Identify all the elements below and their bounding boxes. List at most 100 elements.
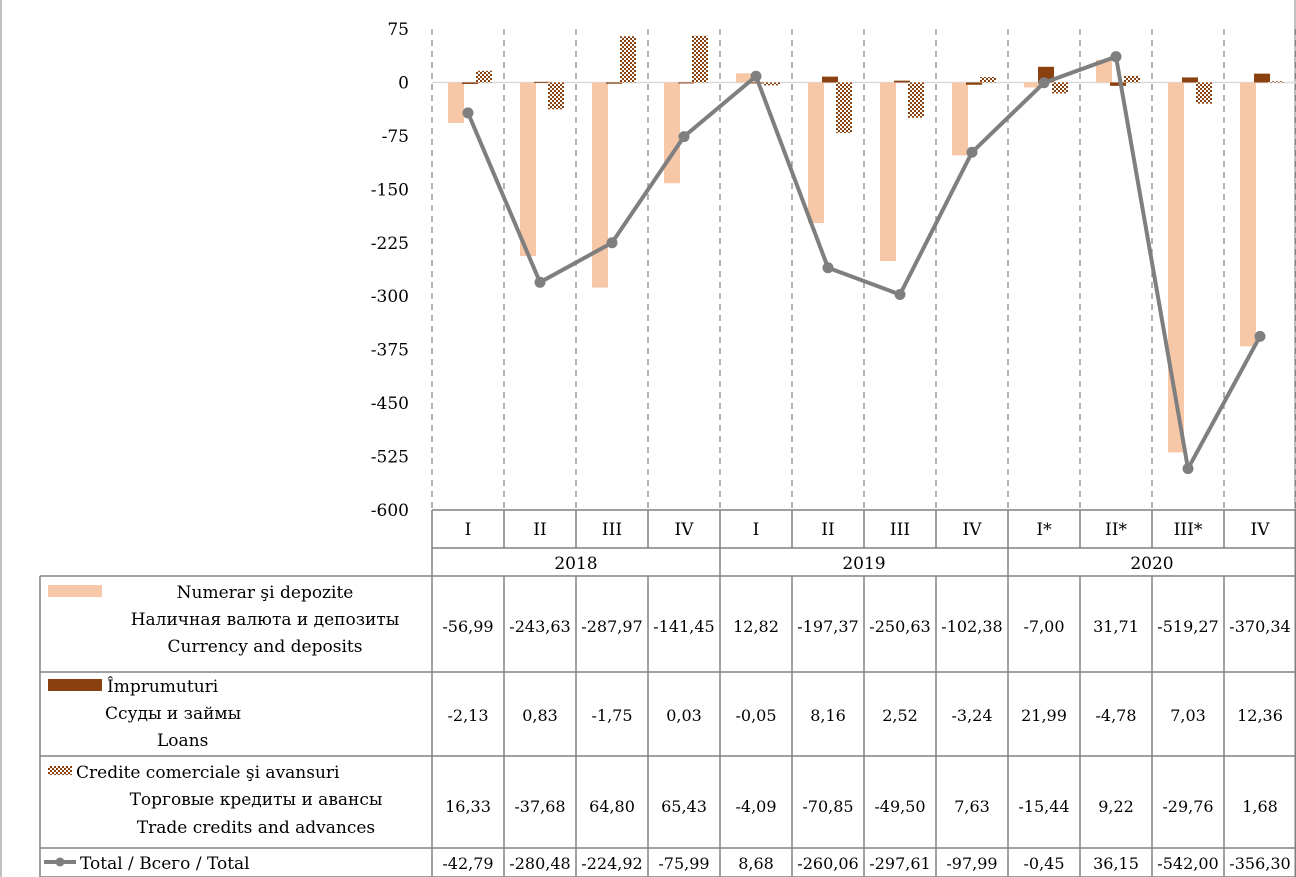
data-cell-currency: 31,71 bbox=[1093, 617, 1139, 636]
data-cell-currency: -197,37 bbox=[797, 617, 858, 636]
bar-loans bbox=[1182, 77, 1198, 83]
legend-label-currency: Numerar şi depozite bbox=[177, 583, 354, 603]
point-total bbox=[606, 237, 618, 249]
data-cell-loans: 2,52 bbox=[882, 706, 918, 725]
data-cell-trade: 7,63 bbox=[954, 797, 990, 816]
bar-trade bbox=[1124, 75, 1140, 83]
data-cell-trade: -15,44 bbox=[1018, 797, 1069, 816]
data-cell-trade: 1,68 bbox=[1242, 797, 1278, 816]
point-total bbox=[750, 70, 762, 82]
bar-loans bbox=[534, 81, 550, 83]
data-cell-currency: -243,63 bbox=[509, 617, 570, 636]
data-cell-loans: 8,16 bbox=[810, 706, 846, 725]
year-label: 2019 bbox=[842, 554, 885, 574]
data-cell-currency: 12,82 bbox=[733, 617, 779, 636]
bar-currency bbox=[952, 82, 968, 156]
data-cell-total: -260,06 bbox=[797, 854, 858, 873]
bar-loans bbox=[894, 80, 910, 83]
legend-key-loans bbox=[48, 679, 102, 691]
data-cell-loans: 12,36 bbox=[1237, 706, 1283, 725]
data-cell-trade: 64,80 bbox=[589, 797, 635, 816]
series-line-total bbox=[466, 54, 1262, 471]
y-tick-label: -300 bbox=[371, 287, 409, 307]
data-cell-loans: -2,13 bbox=[447, 706, 488, 725]
legend-key-total-point bbox=[55, 857, 65, 867]
y-tick-label: -150 bbox=[371, 180, 409, 200]
data-cell-total: -224,92 bbox=[581, 854, 642, 873]
legend-key-trade bbox=[48, 766, 72, 775]
data-cell-currency: -370,34 bbox=[1229, 617, 1290, 636]
point-total bbox=[1254, 330, 1266, 342]
quarter-label: III bbox=[890, 520, 910, 540]
point-total bbox=[462, 107, 474, 119]
bar-loans bbox=[822, 76, 838, 83]
bar-currency bbox=[1168, 82, 1184, 453]
data-cell-currency: -102,38 bbox=[941, 617, 1002, 636]
data-cell-trade: 9,22 bbox=[1098, 797, 1134, 816]
data-cell-currency: -141,45 bbox=[653, 617, 714, 636]
bar-trade bbox=[1268, 81, 1284, 83]
legend-label-currency: Наличная валюта и депозиты bbox=[131, 610, 400, 630]
legend-label-total: Total / Всего / Total bbox=[80, 854, 250, 874]
bar-currency bbox=[1024, 82, 1040, 88]
data-cell-total: -356,30 bbox=[1229, 854, 1290, 873]
bar-trade bbox=[620, 36, 636, 83]
point-total bbox=[894, 289, 906, 301]
legend-label-currency: Currency and deposits bbox=[168, 637, 363, 657]
legend-label-loans: Împrumuturi bbox=[107, 676, 219, 697]
data-cell-loans: -1,75 bbox=[591, 706, 632, 725]
bar-trade bbox=[908, 82, 924, 118]
point-total bbox=[1182, 463, 1194, 475]
data-cell-total: 36,15 bbox=[1093, 854, 1139, 873]
bar-currency bbox=[520, 82, 536, 257]
data-cell-total: -42,79 bbox=[442, 854, 493, 873]
data-cell-total: -297,61 bbox=[869, 854, 930, 873]
y-tick-label: -75 bbox=[382, 127, 409, 147]
data-cell-total: 8,68 bbox=[738, 854, 774, 873]
bar-currency bbox=[736, 73, 752, 83]
bar-trade bbox=[476, 70, 492, 83]
data-cell-loans: -3,24 bbox=[951, 706, 992, 725]
data-cell-currency: -56,99 bbox=[442, 617, 493, 636]
data-cell-loans: 0,03 bbox=[666, 706, 702, 725]
y-tick-label: -225 bbox=[371, 234, 409, 254]
data-cell-loans: -4,78 bbox=[1095, 706, 1136, 725]
y-tick-label: -600 bbox=[371, 501, 409, 521]
quarter-label: I bbox=[753, 520, 760, 540]
legend-label-trade: Trade credits and advances bbox=[137, 818, 375, 838]
bar-loans bbox=[678, 82, 694, 84]
y-tick-label: -450 bbox=[371, 394, 409, 414]
legend-label-loans: Loans bbox=[157, 731, 208, 751]
point-total bbox=[534, 276, 546, 288]
bar-trade bbox=[836, 82, 852, 133]
bar-loans bbox=[966, 82, 982, 85]
bar-loans bbox=[1254, 73, 1270, 83]
quarter-label: II bbox=[821, 520, 834, 540]
bar-currency bbox=[880, 82, 896, 262]
data-cell-total: -280,48 bbox=[509, 854, 570, 873]
bar-trade bbox=[764, 82, 780, 86]
bar-currency bbox=[808, 82, 824, 224]
legend-label-trade: Торговые кредиты и авансы bbox=[130, 790, 383, 810]
year-label: 2018 bbox=[554, 554, 597, 574]
bar-trade bbox=[1196, 82, 1212, 104]
quarter-label: IV bbox=[1251, 520, 1271, 540]
data-cell-trade: -29,76 bbox=[1162, 797, 1213, 816]
data-cell-trade: -49,50 bbox=[874, 797, 925, 816]
data-cell-trade: 65,43 bbox=[661, 797, 707, 816]
quarter-label: III* bbox=[1174, 520, 1203, 540]
point-total bbox=[822, 262, 834, 274]
legend-label-loans: Ссуды и займы bbox=[105, 704, 241, 724]
point-total bbox=[1038, 77, 1050, 89]
y-tick-label: 75 bbox=[387, 20, 409, 40]
year-label: 2020 bbox=[1130, 554, 1173, 574]
data-cell-loans: -0,05 bbox=[735, 706, 776, 725]
bar-trade bbox=[1052, 82, 1068, 94]
bar-currency bbox=[448, 82, 464, 124]
point-total bbox=[966, 146, 978, 158]
bar-currency bbox=[664, 82, 680, 184]
legend-label-trade: Credite comerciale şi avansuri bbox=[76, 763, 340, 783]
quarter-label: III bbox=[602, 520, 622, 540]
legend-key-currency bbox=[48, 585, 102, 597]
bar-loans bbox=[606, 82, 622, 84]
